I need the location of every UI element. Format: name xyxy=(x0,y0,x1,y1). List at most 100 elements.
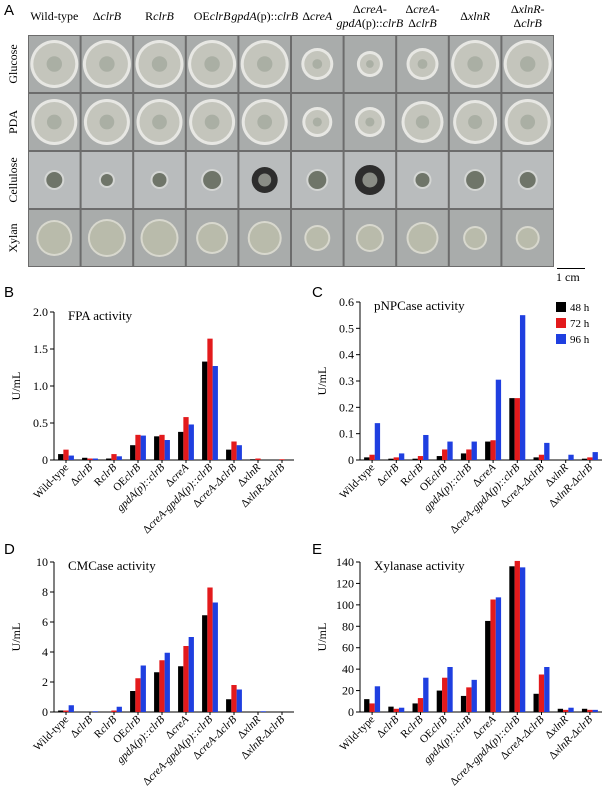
x-tick-label: Wild-type xyxy=(338,462,378,502)
bar xyxy=(374,423,381,460)
chart-xylanase-svg: 0 20 40 60 80 100 120 140 U/mL Xylanase activity W… xyxy=(315,555,602,788)
bar xyxy=(587,457,593,460)
bar xyxy=(412,703,418,712)
y-tick-label: 0.2 xyxy=(339,400,354,414)
bar xyxy=(514,560,520,712)
plate-cell xyxy=(239,210,290,266)
strain-label-line2: ΔclrB xyxy=(514,16,543,30)
plate-cell xyxy=(344,94,396,150)
bar xyxy=(495,597,502,712)
strain-label: Wild-type xyxy=(30,9,78,23)
plate-cell xyxy=(397,36,448,92)
chart-xylanase: 0 20 40 60 80 100 120 140 U/mL Xylanase activity W… xyxy=(308,545,614,800)
y-tick-label: 0.3 xyxy=(339,374,354,388)
bar xyxy=(116,706,122,712)
medium-label: Xylan xyxy=(6,223,20,252)
scale-bar xyxy=(557,268,585,269)
plate-cell xyxy=(449,94,501,150)
y-tick-label: 0.1 xyxy=(339,427,354,441)
plate-cell xyxy=(239,152,290,208)
y-tick-label: 2.0 xyxy=(33,305,48,319)
plate-cell xyxy=(186,210,238,266)
strain-label: ΔcreA- xyxy=(353,2,387,16)
bar xyxy=(519,315,526,460)
bar xyxy=(460,453,467,460)
bar xyxy=(388,458,394,460)
y-tick-label: 8 xyxy=(42,585,48,599)
bar xyxy=(207,338,213,460)
bar xyxy=(164,652,170,712)
chart-cmcase-svg: 0 2 4 6 8 10 U/mL CMCase activity Wild-typeΔclrB… xyxy=(9,555,294,788)
plate-cell xyxy=(134,94,185,150)
svg-text:72 h: 72 h xyxy=(570,318,590,330)
plate-cell xyxy=(502,36,553,92)
bar xyxy=(568,707,574,712)
plate-cell xyxy=(81,94,133,150)
y-tick-label: 140 xyxy=(336,555,354,569)
svg-text:96 h: 96 h xyxy=(570,334,590,346)
bar xyxy=(226,449,232,460)
panel-label-c: C xyxy=(312,284,323,301)
y-tick-label: 40 xyxy=(342,662,354,676)
y-axis-label: U/mL xyxy=(315,623,329,652)
legend-item: 48 h xyxy=(556,302,590,314)
chart-title: CMCase activity xyxy=(68,558,156,573)
plate-cell xyxy=(397,94,448,150)
bar xyxy=(135,434,141,460)
plate-cell xyxy=(344,152,396,208)
y-tick-label: 120 xyxy=(336,576,354,590)
bar xyxy=(130,691,136,712)
strain-label: ΔclrB xyxy=(93,9,122,23)
bar xyxy=(460,695,467,712)
chart-title: pNPCase activity xyxy=(374,298,465,313)
svg-text:48 h: 48 h xyxy=(570,302,590,314)
chart-pnpcase-svg: 0 0.1 0.2 0.3 0.4 0.5 0.6 U/mL pNPCase activity W… xyxy=(315,295,602,536)
plate-cell xyxy=(239,94,290,150)
chart-pnpcase: 0 0.1 0.2 0.3 0.4 0.5 0.6 U/mL pNPCase activity W… xyxy=(308,290,614,540)
bar xyxy=(509,566,515,712)
bar xyxy=(442,677,448,712)
bar xyxy=(188,637,194,712)
bar xyxy=(393,457,399,460)
y-tick-label: 0.6 xyxy=(339,295,354,309)
y-tick-label: 80 xyxy=(342,619,354,633)
bar xyxy=(442,449,448,460)
medium-label: Cellulose xyxy=(6,157,20,202)
bar xyxy=(92,458,98,460)
legend-item: 96 h xyxy=(556,334,590,346)
bar xyxy=(226,699,232,712)
bar xyxy=(212,602,218,712)
bar xyxy=(92,711,98,712)
panel-label-d: D xyxy=(4,541,15,558)
panel-label-a: A xyxy=(4,2,15,19)
bar xyxy=(485,441,491,460)
bar xyxy=(417,698,424,712)
x-tick-label: Wild-type xyxy=(31,462,71,502)
bar xyxy=(106,458,112,460)
plate-cell xyxy=(29,94,80,150)
bar xyxy=(490,599,496,712)
strain-label: ΔxlnR xyxy=(460,9,490,23)
bar xyxy=(538,674,545,712)
y-tick-label: 0 xyxy=(348,453,354,467)
bar xyxy=(485,620,491,712)
bar xyxy=(183,417,189,460)
bar xyxy=(202,361,208,460)
scale-label: 1 cm xyxy=(556,270,580,284)
bar xyxy=(58,710,64,712)
plate-cell xyxy=(134,152,185,208)
y-tick-label: 60 xyxy=(342,641,354,655)
bar xyxy=(436,456,443,460)
bar xyxy=(388,706,394,712)
bar xyxy=(417,456,424,460)
bar xyxy=(82,457,88,460)
bar xyxy=(231,685,237,712)
y-tick-label: 4 xyxy=(42,645,48,659)
medium-label: Glucose xyxy=(6,44,20,83)
plate-cell xyxy=(186,36,238,92)
x-tick-label: ΔclrB xyxy=(68,713,95,740)
y-tick-label: 2 xyxy=(42,675,48,689)
bar xyxy=(364,699,370,712)
bar xyxy=(471,679,477,712)
bar xyxy=(393,708,399,712)
